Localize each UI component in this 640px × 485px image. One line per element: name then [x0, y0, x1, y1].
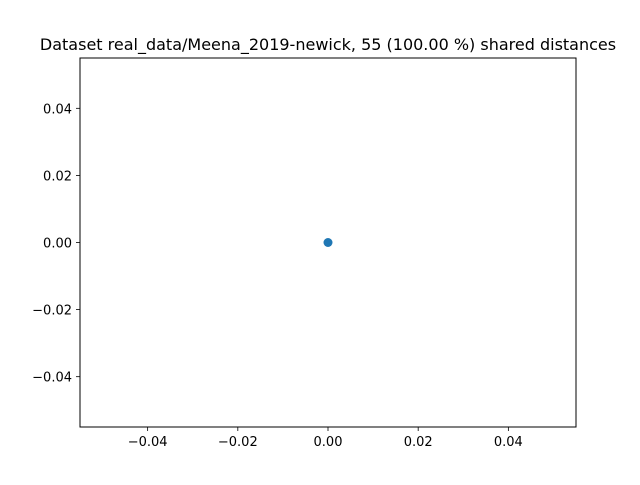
y-tick-label: 0.00	[43, 237, 72, 252]
chart-title: Dataset real_data/Meena_2019-newick, 55 …	[40, 35, 616, 55]
y-axis: −0.04 −0.02 0.00 0.02 0.04	[32, 102, 80, 386]
y-tick-label: −0.04	[32, 371, 72, 386]
x-tick-label: −0.04	[128, 435, 168, 450]
scatter-series	[323, 238, 333, 247]
x-tick-label: 0.04	[494, 435, 523, 450]
y-tick-label: 0.04	[43, 102, 72, 117]
y-tick-label: 0.02	[43, 169, 72, 184]
x-tick-label: −0.02	[218, 435, 258, 450]
x-tick-label: 0.00	[314, 435, 343, 450]
plot-area-frame	[79, 57, 577, 428]
x-tick-label: 0.02	[404, 435, 433, 450]
x-axis: −0.04 −0.02 0.00 0.02 0.04	[128, 427, 523, 450]
y-tick-label: −0.02	[32, 304, 72, 319]
data-point	[323, 238, 333, 247]
